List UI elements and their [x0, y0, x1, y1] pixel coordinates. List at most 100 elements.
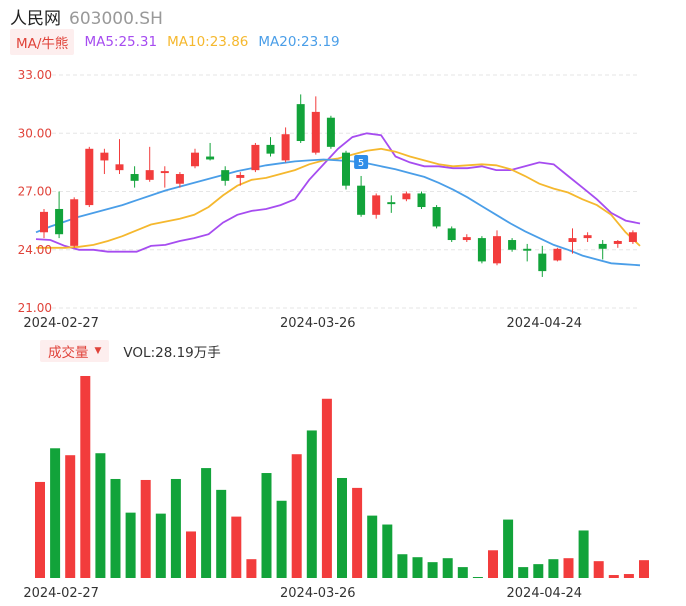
ma20-line	[35, 158, 641, 267]
volume-bar	[201, 468, 212, 578]
candle-body	[583, 235, 592, 239]
volume-bars	[35, 375, 649, 579]
volume-bar	[412, 557, 423, 578]
candle	[221, 166, 230, 186]
date-axis-labels: 2024-02-27 2024-03-26 2024-04-24	[23, 316, 582, 331]
volume-bar	[186, 531, 196, 578]
candle-body	[553, 248, 562, 261]
volume-bar	[518, 567, 529, 578]
candle	[402, 191, 411, 202]
volume-date-axis-labels: 2024-02-27 2024-03-26 2024-04-24	[23, 586, 582, 601]
candle	[553, 247, 562, 262]
candle-body	[145, 170, 154, 180]
price-axis-labels: 33.00 30.00 27.00 24.00 21.00	[18, 68, 52, 315]
candle-body	[85, 148, 94, 206]
candle-body	[417, 193, 426, 208]
volume-bar	[593, 561, 604, 578]
volume-bar	[110, 478, 121, 578]
candle-body	[523, 248, 532, 251]
price-tick-label: 33.00	[18, 68, 52, 82]
ma-legend: MA/牛熊 MA5:25.31 MA10:23.86 MA20:23.19	[10, 29, 340, 55]
date-tick-label: 2024-02-27	[23, 586, 99, 601]
candle	[70, 197, 79, 248]
event-marker-badge	[354, 155, 369, 169]
volume-bar	[95, 453, 106, 578]
volume-bar	[488, 550, 498, 578]
caret-down-icon: ▼	[94, 346, 102, 356]
volume-bar	[427, 562, 438, 578]
candle-body	[281, 134, 290, 161]
volume-bar	[548, 559, 559, 578]
candle	[523, 243, 532, 262]
volume-bar	[246, 559, 257, 578]
event-marker-label: 5	[358, 158, 364, 169]
candle	[432, 205, 441, 229]
volume-bar	[291, 454, 302, 578]
candle	[357, 175, 366, 217]
candle	[251, 142, 260, 173]
candle-body	[70, 199, 79, 246]
volume-bar	[337, 477, 347, 578]
candle	[477, 236, 486, 264]
candle	[191, 148, 199, 169]
ma-indicator-selector[interactable]: MA/牛熊	[10, 29, 75, 55]
candle-body	[251, 144, 260, 171]
volume-bar	[170, 478, 181, 578]
candle	[493, 230, 501, 266]
candle	[55, 191, 64, 239]
candle-body	[55, 208, 64, 235]
volume-bar	[261, 473, 272, 578]
volume-bar	[563, 558, 574, 578]
candle-body	[598, 243, 607, 249]
candle	[326, 115, 335, 149]
candle	[206, 142, 215, 161]
event-marker[interactable]: 5	[354, 155, 369, 169]
ma5-legend: MA5:25.31	[84, 34, 158, 50]
candle	[462, 234, 471, 242]
candle	[628, 230, 637, 244]
volume-legend: 成交量 ▼ VOL:28.19万手	[40, 340, 221, 362]
candle	[598, 240, 607, 260]
candle	[40, 208, 48, 239]
candle	[296, 94, 305, 143]
volume-bar	[382, 524, 393, 578]
candle	[372, 193, 381, 219]
stock-header: 人民网 603000.SH	[10, 4, 163, 30]
price-tick-label: 21.00	[18, 301, 52, 315]
volume-tag-label: 成交量	[48, 345, 89, 361]
candle	[613, 240, 622, 248]
candle-body	[357, 185, 366, 215]
volume-bar	[50, 448, 61, 578]
candle	[115, 139, 124, 175]
volume-bar	[155, 513, 166, 578]
volume-bar	[397, 554, 408, 578]
ma10-legend: MA10:23.86	[167, 34, 249, 50]
price-grid	[52, 74, 640, 309]
candle-body	[568, 238, 577, 242]
candle-body	[628, 232, 637, 242]
volume-bar	[639, 560, 649, 578]
candle	[417, 191, 426, 209]
volume-bar	[623, 574, 634, 578]
candle	[130, 166, 139, 188]
candle-body	[175, 174, 184, 184]
volume-bar	[216, 489, 227, 578]
candle	[583, 232, 592, 242]
candle	[342, 150, 350, 190]
price-tick-label: 30.00	[18, 126, 52, 140]
candle	[100, 148, 109, 175]
stock-code: 603000.SH	[69, 9, 163, 29]
price-tick-label: 24.00	[18, 243, 52, 257]
volume-bar	[578, 530, 589, 578]
price-tick-label: 27.00	[18, 185, 52, 199]
date-tick-label: 2024-04-24	[507, 586, 583, 601]
candle-body	[115, 164, 124, 171]
volume-indicator-selector[interactable]: 成交量 ▼	[40, 340, 110, 362]
date-tick-label: 2024-02-27	[23, 316, 99, 331]
volume-bar	[125, 512, 136, 578]
candle-body	[447, 228, 456, 241]
date-tick-label: 2024-03-26	[280, 586, 356, 601]
candle	[175, 172, 184, 188]
volume-bar	[65, 455, 76, 578]
